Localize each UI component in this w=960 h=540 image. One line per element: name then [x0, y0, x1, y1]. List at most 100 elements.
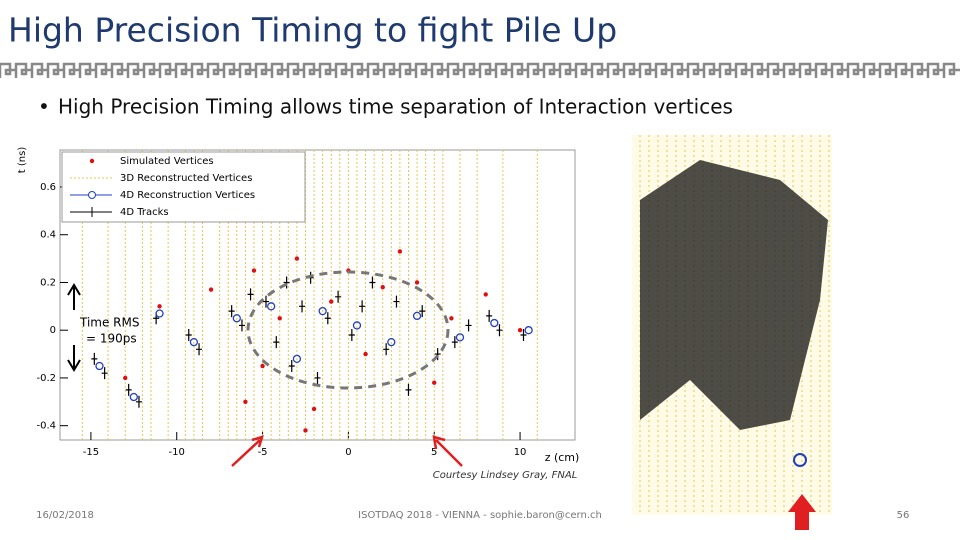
- track-4d: [125, 383, 132, 396]
- footer-date: 16/02/2018: [36, 510, 94, 521]
- simulated-vertex: [329, 299, 334, 304]
- track-4d: [419, 305, 426, 318]
- track-4d: [465, 319, 472, 332]
- track-4d: [299, 300, 306, 313]
- track-4d: [369, 276, 376, 289]
- legend-swatch: [89, 158, 95, 164]
- simulated-vertex: [380, 285, 385, 290]
- track-4d: [228, 305, 235, 318]
- simulated-vertex: [311, 406, 317, 412]
- track-4d: [486, 309, 493, 322]
- simulated-vertex: [251, 268, 257, 273]
- y-axis-label: t (ns): [17, 147, 28, 174]
- simulated-vertex: [397, 249, 403, 254]
- rms-arrows: [67, 283, 81, 372]
- track-4d: [520, 328, 527, 341]
- y-tick-label: 0: [50, 325, 56, 336]
- slide-title: High Precision Timing to fight Pile Up: [8, 11, 617, 50]
- simulated-vertex: [303, 428, 308, 433]
- track-4d: [273, 336, 280, 349]
- zoom-arrow: [788, 494, 816, 530]
- rms-label: = 190ps: [86, 332, 137, 346]
- track-4d: [405, 383, 412, 396]
- reco-4d-vertex: [412, 311, 422, 321]
- track-4d: [434, 348, 441, 361]
- cluster-ellipse: [246, 270, 450, 390]
- zoom-vertex: [793, 453, 807, 467]
- legend-swatch: [70, 207, 112, 217]
- track-4d: [91, 352, 98, 365]
- zoom-track-cluster: [640, 160, 828, 430]
- x-tick-label: 10: [514, 447, 527, 458]
- simulated-vertex: [449, 316, 454, 321]
- reco-4d-vertex: [292, 354, 302, 363]
- red-arrow: [432, 435, 463, 467]
- legend-box: [61, 151, 306, 223]
- credit: Courtesy Lindsey Gray, FNAL: [433, 470, 578, 481]
- y-tick-label: 0.4: [40, 230, 56, 241]
- simulated-vertex: [157, 304, 162, 309]
- simulated-vertex: [483, 292, 488, 297]
- zoom-panel: [632, 135, 832, 530]
- track-4d: [247, 288, 254, 301]
- track-4d: [324, 312, 331, 325]
- simulated-vertex: [243, 399, 248, 405]
- bullet-dot: •: [38, 95, 50, 119]
- simulated-vertex: [363, 351, 368, 357]
- plot: -15 -10 -5 0 5 10 -0.4 -0.2 0 0.2 0.4 0.6 Simulated …: [36, 150, 538, 458]
- track-4d: [196, 343, 203, 356]
- track-4d: [283, 276, 290, 289]
- reco-4d-vertex: [155, 309, 164, 318]
- simulated-vertex: [208, 287, 214, 292]
- rms-label: Time RMS: [79, 316, 140, 330]
- reco-4d-vertex: [387, 337, 396, 347]
- track-4d: [359, 300, 366, 313]
- track-4d: [496, 324, 503, 337]
- track-4d: [314, 371, 321, 384]
- legend-label: 4D Tracks: [120, 207, 169, 218]
- track-4d: [185, 328, 192, 341]
- bullet-text: High Precision Timing allows time separa…: [58, 95, 733, 119]
- simulated-vertex: [414, 280, 420, 285]
- track-4d: [383, 343, 390, 356]
- track-4d: [288, 360, 295, 373]
- track-4d: [335, 290, 342, 303]
- x-tick-label: 5: [431, 447, 437, 458]
- legend-swatch: [88, 191, 96, 199]
- track-4d: [393, 295, 400, 308]
- track-4d: [451, 336, 458, 349]
- y-tick-label: -0.4: [36, 421, 56, 432]
- red-arrow: [231, 435, 264, 467]
- x-tick-label: -15: [83, 447, 99, 458]
- footer-event: ISOTDAQ 2018 - VIENNA - sophie.baron@cer…: [358, 510, 602, 521]
- reco-4d-vertex: [455, 333, 465, 342]
- track-4d: [263, 295, 269, 308]
- simulated-vertex: [294, 256, 300, 261]
- track-4d: [238, 319, 245, 332]
- simulated-vertex: [260, 363, 265, 369]
- track-4d: [135, 395, 142, 408]
- reco-4d-vertex: [318, 306, 327, 316]
- reco-4d-vertex: [524, 326, 533, 335]
- track-4d: [101, 367, 108, 380]
- simulated-vertex: [517, 328, 523, 333]
- reco-4d-vertex: [129, 392, 138, 402]
- legend-label: 3D Reconstructed Vertices: [120, 173, 252, 184]
- reco-4d-vertex: [189, 337, 199, 347]
- greek-key-border: [0, 62, 960, 78]
- x-axis-label: z (cm): [545, 451, 580, 464]
- reco-4d-vertex: [352, 321, 362, 330]
- x-tick-label: 0: [345, 447, 351, 458]
- legend-label: 4D Reconstruction Vertices: [120, 190, 255, 201]
- track-4d: [348, 328, 355, 341]
- reco-4d-vertex: [232, 314, 241, 323]
- y-tick-label: 0.2: [40, 277, 56, 288]
- reco-4d-vertex: [95, 361, 104, 371]
- footer-page: 56: [897, 510, 910, 521]
- reco-4d-vertex: [490, 318, 499, 328]
- simulated-vertex: [277, 316, 282, 321]
- x-tick-label: -5: [258, 447, 268, 458]
- legend-label: Simulated Vertices: [120, 156, 214, 167]
